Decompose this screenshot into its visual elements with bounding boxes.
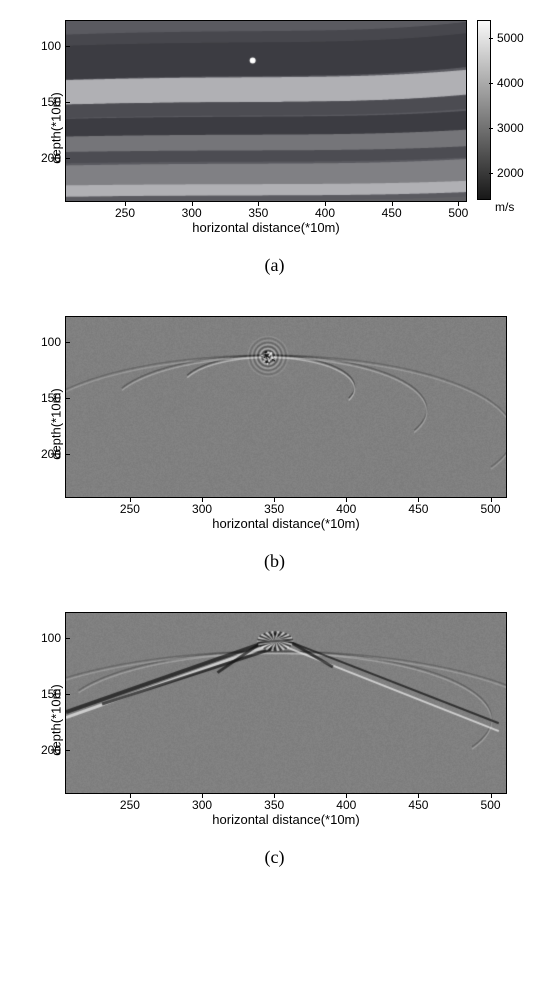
migration-image-b [65, 316, 507, 498]
velocity-model-plot [65, 20, 467, 202]
caption-b: (b) [10, 551, 539, 572]
xlabel-a: horizontal distance(*10m) [65, 220, 467, 235]
colorbar-unit: m/s [493, 200, 514, 214]
xlabel-c: horizontal distance(*10m) [65, 812, 507, 827]
xticks-b: 250300350400450500 [65, 498, 505, 514]
migration-image-c [65, 612, 507, 794]
xticks-a: 250300350400450500 [65, 202, 465, 218]
panel-b: depth(*10m) 100150200 250300350400450500… [10, 316, 539, 572]
caption-c: (c) [10, 847, 539, 868]
colorbar: 2000300040005000 m/s [477, 20, 491, 200]
xlabel-b: horizontal distance(*10m) [65, 516, 507, 531]
panel-c: depth(*10m) 100150200 250300350400450500… [10, 612, 539, 868]
caption-a: (a) [10, 255, 539, 276]
xticks-c: 250300350400450500 [65, 794, 505, 810]
panel-a: depth(*10m) 100150200 250300350400450500… [10, 20, 539, 276]
